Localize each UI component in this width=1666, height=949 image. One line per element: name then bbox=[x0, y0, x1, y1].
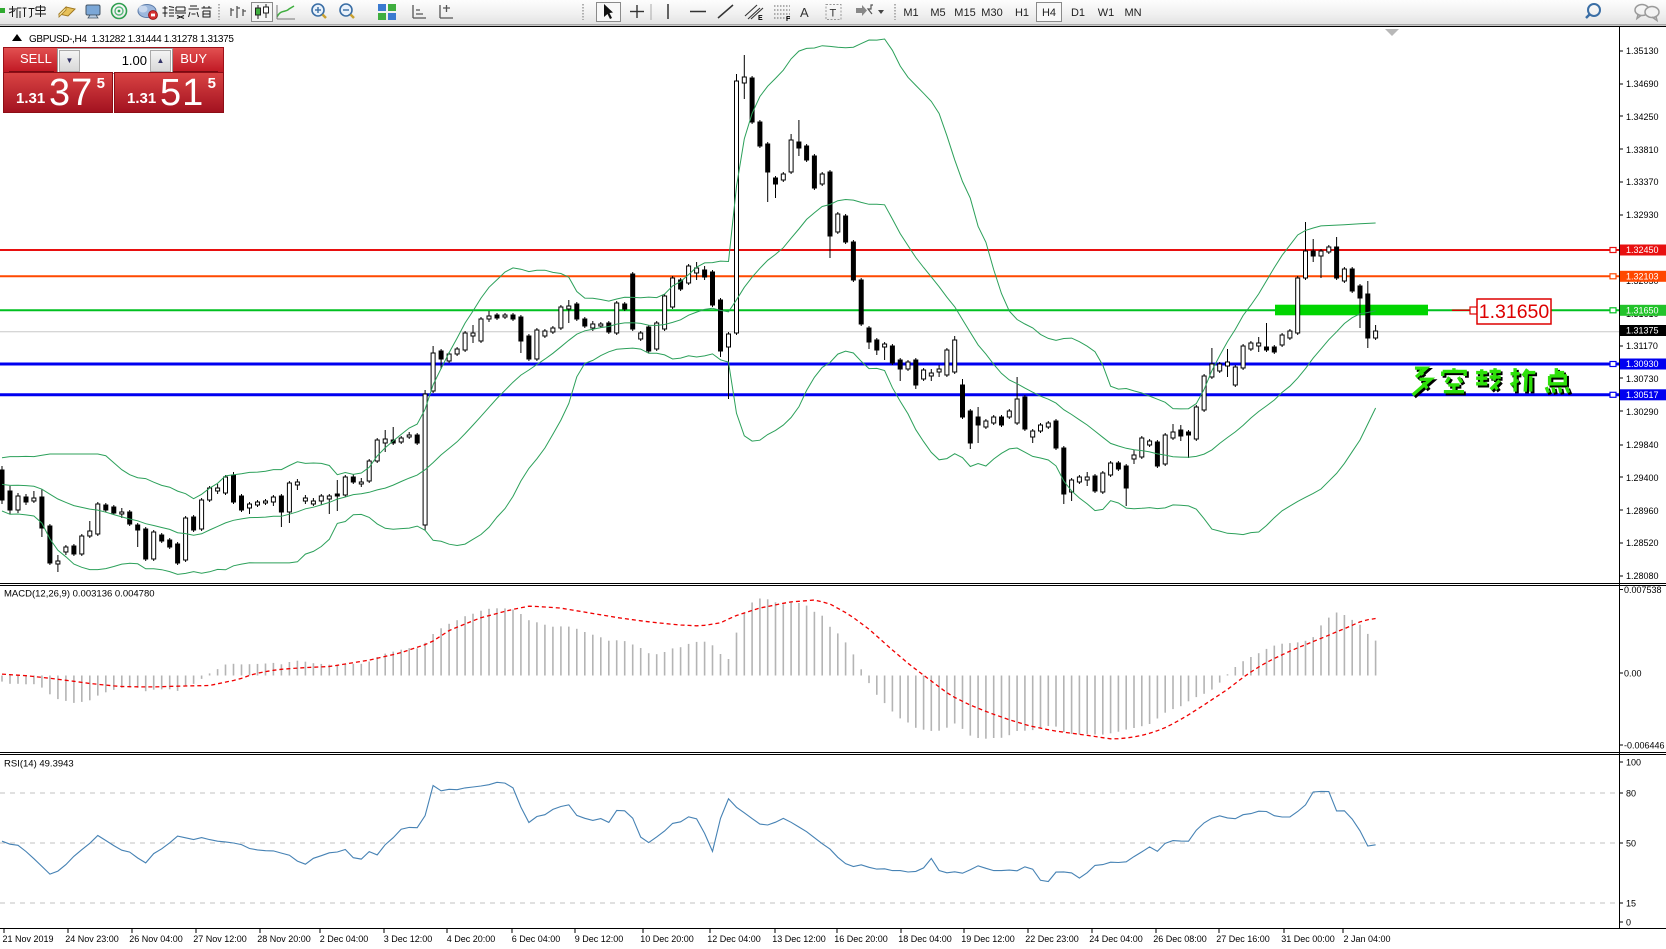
svg-text:26 Nov 04:00: 26 Nov 04:00 bbox=[129, 934, 183, 944]
svg-text:1.30517: 1.30517 bbox=[1626, 390, 1659, 400]
svg-text:H4: H4 bbox=[1042, 7, 1056, 19]
svg-text:26 Dec 08:00: 26 Dec 08:00 bbox=[1153, 934, 1207, 944]
svg-text:W1: W1 bbox=[1098, 7, 1115, 19]
svg-text:MN: MN bbox=[1124, 7, 1141, 19]
svg-text:1.32103: 1.32103 bbox=[1626, 272, 1659, 282]
svg-text:M15: M15 bbox=[954, 7, 975, 19]
svg-text:1.31170: 1.31170 bbox=[1626, 341, 1658, 351]
svg-text:24 Nov 23:00: 24 Nov 23:00 bbox=[65, 934, 119, 944]
svg-text:16 Dec 20:00: 16 Dec 20:00 bbox=[834, 934, 888, 944]
svg-text:1.31650: 1.31650 bbox=[1626, 306, 1659, 316]
svg-text:0.007538: 0.007538 bbox=[1624, 585, 1662, 595]
svg-text:E: E bbox=[758, 15, 763, 22]
svg-text:50: 50 bbox=[1626, 839, 1636, 849]
svg-text:10 Dec 20:00: 10 Dec 20:00 bbox=[640, 934, 694, 944]
svg-text:31 Dec 00:00: 31 Dec 00:00 bbox=[1281, 934, 1335, 944]
svg-text:4 Dec 20:00: 4 Dec 20:00 bbox=[447, 934, 496, 944]
svg-text:2 Jan 04:00: 2 Jan 04:00 bbox=[1343, 934, 1390, 944]
svg-text:0.00: 0.00 bbox=[1624, 669, 1642, 679]
svg-text:M1: M1 bbox=[903, 7, 918, 19]
svg-text:1.32930: 1.32930 bbox=[1626, 210, 1659, 220]
svg-text:M30: M30 bbox=[981, 7, 1002, 19]
svg-text:1.34690: 1.34690 bbox=[1626, 79, 1659, 89]
svg-text:1.35130: 1.35130 bbox=[1626, 46, 1659, 56]
svg-text:1.29400: 1.29400 bbox=[1626, 473, 1659, 483]
svg-text:18 Dec 04:00: 18 Dec 04:00 bbox=[898, 934, 952, 944]
svg-text:T: T bbox=[830, 8, 837, 20]
svg-text:9 Dec 12:00: 9 Dec 12:00 bbox=[575, 934, 624, 944]
svg-text:24 Dec 04:00: 24 Dec 04:00 bbox=[1089, 934, 1143, 944]
svg-text:H1: H1 bbox=[1015, 7, 1029, 19]
svg-text:2 Dec 04:00: 2 Dec 04:00 bbox=[320, 934, 369, 944]
svg-text:M5: M5 bbox=[930, 7, 945, 19]
svg-text:28 Nov 20:00: 28 Nov 20:00 bbox=[257, 934, 311, 944]
svg-text:1.31650: 1.31650 bbox=[1479, 301, 1550, 323]
svg-text:MACD(12,26,9) 0.003136 0.00478: MACD(12,26,9) 0.003136 0.004780 bbox=[4, 589, 155, 600]
svg-text:1.28520: 1.28520 bbox=[1626, 538, 1659, 548]
svg-text:13 Dec 12:00: 13 Dec 12:00 bbox=[772, 934, 826, 944]
svg-text:100: 100 bbox=[1626, 758, 1641, 768]
svg-text:3 Dec 12:00: 3 Dec 12:00 bbox=[384, 934, 433, 944]
svg-text:27 Dec 16:00: 27 Dec 16:00 bbox=[1216, 934, 1270, 944]
svg-text:22 Dec 23:00: 22 Dec 23:00 bbox=[1025, 934, 1079, 944]
svg-text:1.33370: 1.33370 bbox=[1626, 177, 1659, 187]
svg-text:A: A bbox=[800, 5, 809, 20]
svg-text:-0.006446: -0.006446 bbox=[1624, 741, 1665, 751]
svg-text:21 Nov 2019: 21 Nov 2019 bbox=[2, 934, 53, 944]
svg-text:19 Dec 12:00: 19 Dec 12:00 bbox=[961, 934, 1015, 944]
svg-text:1.30290: 1.30290 bbox=[1626, 407, 1659, 417]
svg-text:27 Nov 12:00: 27 Nov 12:00 bbox=[193, 934, 247, 944]
svg-text:80: 80 bbox=[1626, 789, 1636, 799]
svg-text:0: 0 bbox=[1626, 918, 1631, 928]
svg-text:1.28080: 1.28080 bbox=[1626, 571, 1659, 581]
svg-text:1.30930: 1.30930 bbox=[1626, 359, 1659, 369]
svg-text:GBPUSD-,H4 1.31282 1.31444 1.: GBPUSD-,H4 1.31282 1.31444 1.31278 1.313… bbox=[29, 34, 234, 45]
svg-text:15: 15 bbox=[1626, 899, 1636, 909]
svg-text:D1: D1 bbox=[1071, 7, 1085, 19]
svg-text:6 Dec 04:00: 6 Dec 04:00 bbox=[512, 934, 561, 944]
svg-text:1.33810: 1.33810 bbox=[1626, 145, 1659, 155]
svg-text:1.29840: 1.29840 bbox=[1626, 440, 1659, 450]
svg-text:F: F bbox=[786, 16, 791, 23]
svg-text:1.34250: 1.34250 bbox=[1626, 112, 1659, 122]
svg-text:RSI(14) 49.3943: RSI(14) 49.3943 bbox=[4, 759, 74, 770]
svg-text:1.32450: 1.32450 bbox=[1626, 245, 1659, 255]
svg-text:1.31375: 1.31375 bbox=[1626, 326, 1659, 336]
svg-text:12 Dec 04:00: 12 Dec 04:00 bbox=[707, 934, 761, 944]
svg-text:1.30730: 1.30730 bbox=[1626, 374, 1659, 384]
svg-text:1.28960: 1.28960 bbox=[1626, 506, 1659, 516]
